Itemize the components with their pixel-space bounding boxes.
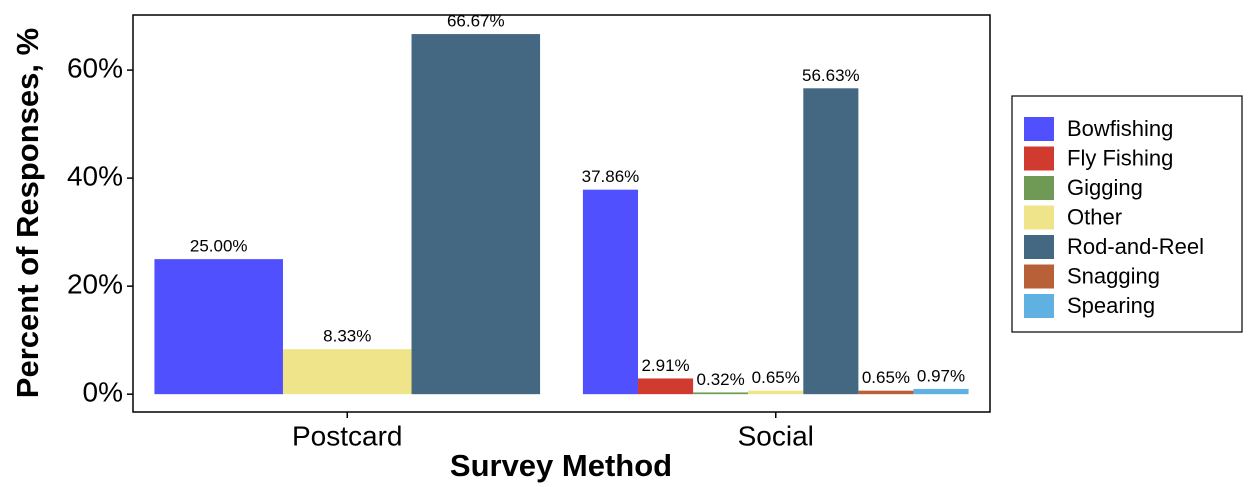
bar — [803, 88, 859, 395]
legend-key — [1024, 117, 1054, 141]
value-label: 25.00% — [190, 237, 248, 256]
legend-key — [1024, 264, 1054, 289]
bar — [282, 349, 412, 395]
bar — [582, 189, 639, 395]
legend-label: Snagging — [1067, 263, 1160, 288]
legend-key — [1024, 205, 1054, 230]
bar — [154, 259, 283, 395]
y-tick-label: 40% — [67, 161, 123, 192]
value-label: 8.33% — [323, 327, 371, 346]
value-label: 2.91% — [641, 356, 689, 375]
legend-key — [1024, 294, 1054, 318]
legend-label: Gigging — [1067, 175, 1143, 200]
legend-key — [1024, 176, 1054, 200]
value-label: 66.67% — [447, 12, 505, 31]
bar — [858, 390, 914, 395]
y-tick-label: 60% — [67, 52, 123, 83]
value-label: 0.97% — [917, 366, 965, 385]
bar — [411, 34, 541, 395]
y-axis-title: Percent of Responses, % — [10, 28, 45, 398]
value-label: 0.32% — [697, 370, 745, 389]
legend-label: Fly Fishing — [1067, 145, 1173, 170]
value-label: 0.65% — [862, 368, 910, 387]
legend-label: Other — [1067, 204, 1122, 229]
bar — [913, 388, 969, 395]
panel-border — [132, 14, 991, 413]
value-label: 0.65% — [752, 368, 800, 387]
x-axis-title: Survey Method — [450, 448, 672, 483]
legend-key — [1024, 146, 1054, 171]
x-tick-label: Postcard — [292, 420, 403, 451]
value-label: 37.86% — [582, 167, 640, 186]
value-label: 56.63% — [802, 66, 860, 85]
bar — [693, 392, 749, 395]
x-tick-label: Social — [738, 420, 814, 451]
legend-key — [1024, 235, 1054, 259]
y-tick-label: 0% — [83, 377, 123, 408]
legend-label: Spearing — [1067, 293, 1155, 318]
y-tick-label: 20% — [67, 269, 123, 300]
legend-label: Rod-and-Reel — [1067, 234, 1204, 259]
bar — [748, 390, 804, 395]
legend-label: Bowfishing — [1067, 116, 1173, 141]
bar — [638, 378, 694, 395]
